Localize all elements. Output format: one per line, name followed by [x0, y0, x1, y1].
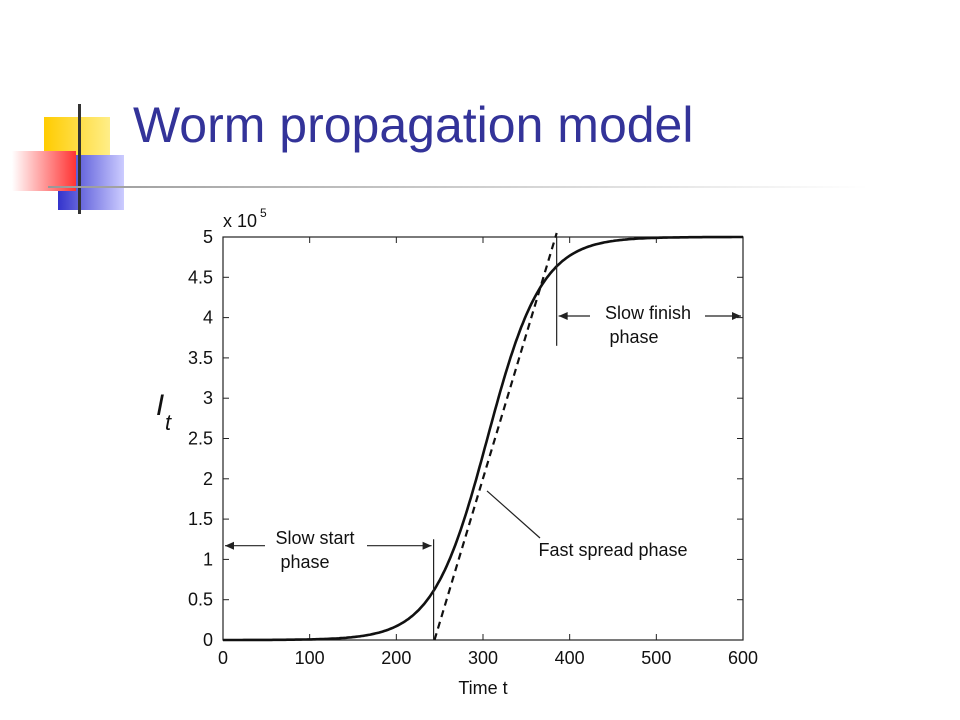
x-axis-label: Time t: [458, 678, 507, 698]
slide-title: Worm propagation model: [133, 97, 694, 153]
title-decoration: [12, 104, 868, 214]
y-axis-label-subscript: t: [165, 410, 172, 435]
y-tick-label: 1: [203, 549, 213, 569]
chart-axes: [222, 236, 744, 641]
y-axis-label: I: [156, 389, 164, 422]
logistic-curve-line: [223, 235, 743, 642]
y-tick-label: 4: [203, 308, 213, 328]
slow-start-arrowhead-left: [225, 541, 234, 550]
decor-red-square: [12, 151, 76, 191]
slow-start-label-line2: phase: [280, 552, 329, 572]
fast-spread-label: Fast spread phase: [538, 540, 687, 560]
y-tick-label: 0.5: [188, 590, 213, 610]
y-tick-label: 4.5: [188, 267, 213, 287]
y-tick-label: 3.5: [188, 348, 213, 368]
x-tick-label: 100: [295, 648, 325, 668]
x-tick-label: 600: [728, 648, 758, 668]
slow-finish-arrowhead-right: [732, 311, 741, 320]
y-ticks: 0 0.5 1 1.5 2 2.5 3 3.5 4 4.5 5: [188, 227, 743, 650]
linear-fit-dashed-line: [433, 232, 558, 641]
x-tick-label: 500: [641, 648, 671, 668]
y-tick-label: 2: [203, 469, 213, 489]
chart-labels: Time tx 10 5It: [156, 206, 508, 698]
chart-annotations: Slow start phase Fast spread phase Slow fin…: [225, 237, 741, 640]
chart-series: [223, 232, 743, 642]
y-multiplier-exponent: 5: [260, 206, 267, 220]
x-tick-label: 300: [468, 648, 498, 668]
y-tick-label: 2.5: [188, 429, 213, 449]
y-tick-label: 0: [203, 630, 213, 650]
decor-vertical-line: [78, 104, 81, 214]
x-tick-label: 400: [555, 648, 585, 668]
slow-finish-arrowhead-left: [558, 311, 568, 320]
x-tick-label: 200: [381, 648, 411, 668]
y-tick-label: 1.5: [188, 509, 213, 529]
y-tick-label: 3: [203, 388, 213, 408]
y-multiplier: x 10: [223, 211, 257, 231]
y-tick-label: 5: [203, 227, 213, 247]
x-ticks: 0 100 200 300 400 500 600: [218, 237, 758, 668]
fast-spread-pointer-line: [486, 490, 541, 539]
plot-frame: [222, 236, 744, 641]
slow-start-label-line1: Slow start: [275, 528, 354, 548]
slow-finish-label-line1: Slow finish: [605, 303, 691, 323]
slow-finish-label-line2: phase: [609, 327, 658, 347]
x-tick-label: 0: [218, 648, 228, 668]
slow-start-arrowhead-right: [422, 541, 432, 550]
decor-horizontal-line: [48, 186, 868, 188]
